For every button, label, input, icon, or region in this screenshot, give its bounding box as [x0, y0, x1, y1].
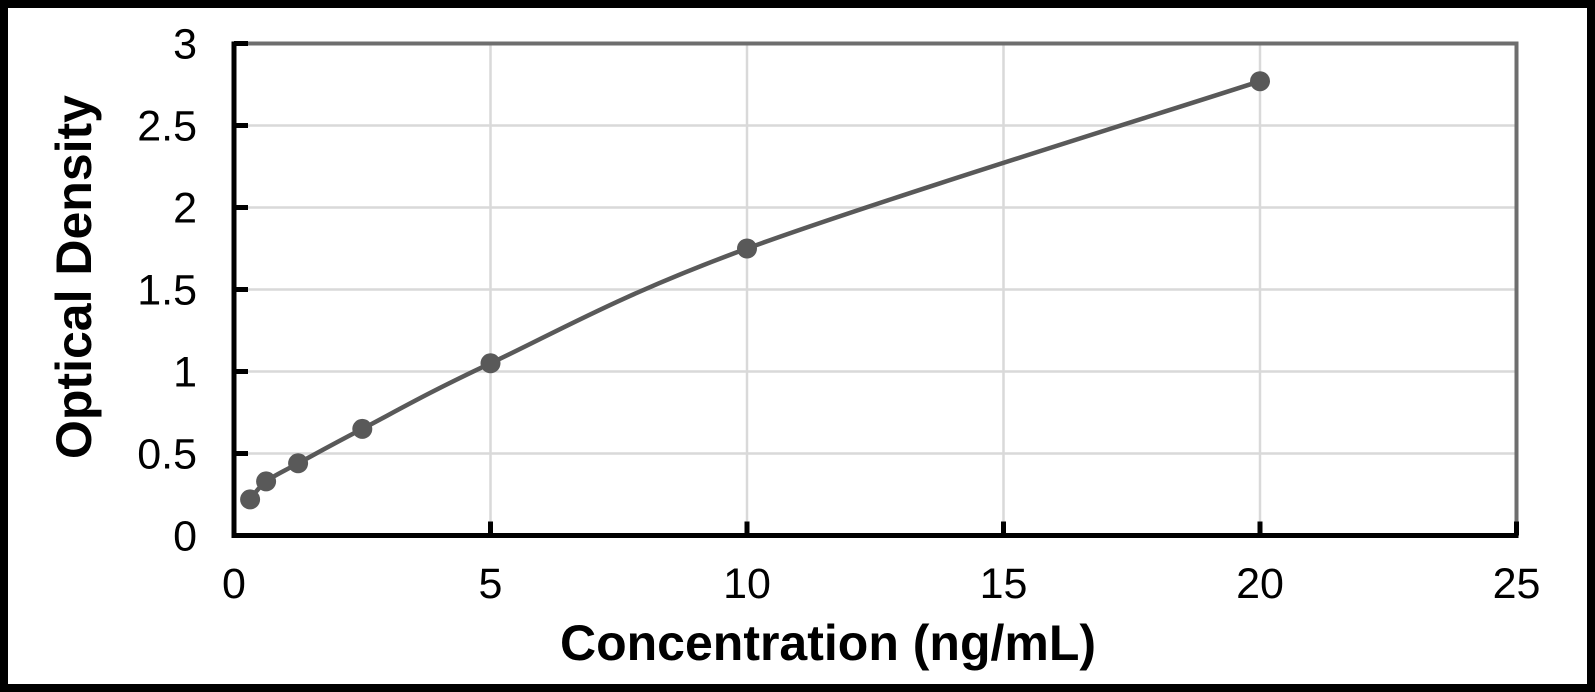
x-tick-label: 5 [479, 560, 503, 608]
data-point-marker [240, 489, 261, 510]
data-point-marker [737, 238, 757, 259]
data-point-marker [480, 353, 501, 374]
x-tick-label: 20 [1236, 560, 1284, 608]
y-tick-label: 0 [173, 513, 197, 561]
y-tick-label: 1 [173, 349, 197, 397]
data-point-marker [288, 453, 309, 474]
y-tick-label: 2 [173, 185, 197, 233]
x-tick-label: 25 [1493, 560, 1541, 608]
x-axis-title: Concentration (ng/mL) [559, 615, 1097, 671]
data-point-marker [1250, 71, 1270, 92]
y-tick-label: 2.5 [137, 103, 197, 151]
y-tick-label: 3 [173, 21, 197, 69]
y-tick-label: 1.5 [137, 267, 197, 315]
data-point-marker [256, 471, 277, 492]
x-tick-label: 10 [723, 560, 771, 608]
x-tick-label: 15 [980, 560, 1028, 608]
y-tick-label: 0.5 [137, 431, 197, 479]
y-axis-title: Optical Density [46, 95, 102, 459]
x-tick-label: 0 [222, 560, 246, 608]
data-point-marker [352, 418, 373, 439]
